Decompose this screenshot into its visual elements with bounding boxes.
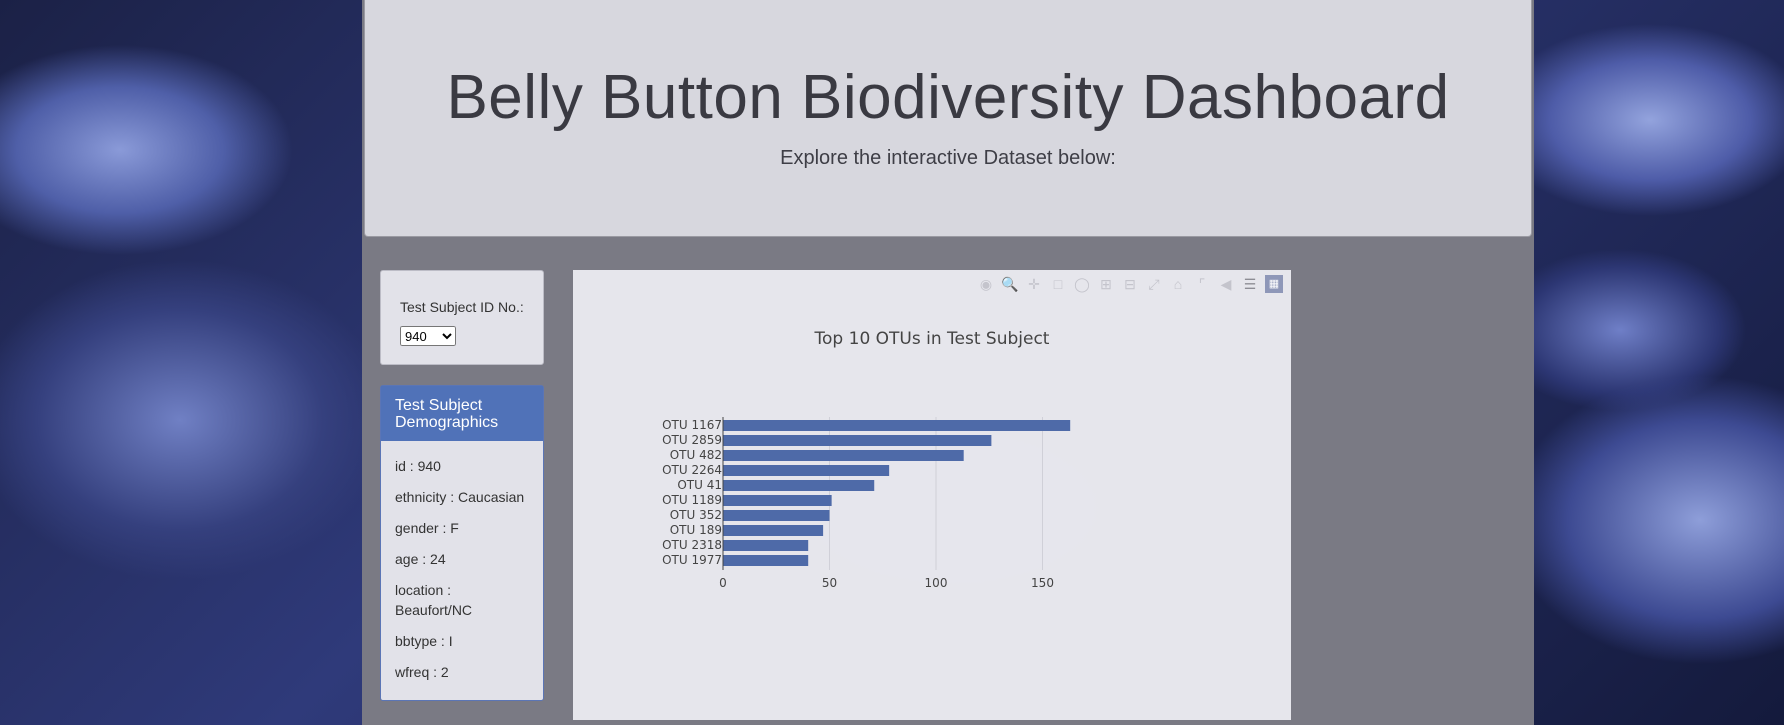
chart-bar <box>723 540 809 551</box>
demographic-id: id : 940 <box>395 458 441 474</box>
demographic-ethnicity: ethnicity : Caucasian <box>395 489 525 505</box>
hover-closest-icon[interactable]: ◀ <box>1220 276 1232 292</box>
chart-bar <box>723 555 809 566</box>
y-tick-label: OTU 2264 <box>662 463 722 477</box>
demographic-age: age : 24 <box>395 551 446 567</box>
chart-bar <box>723 495 832 506</box>
box-select-icon[interactable]: □ <box>1053 276 1063 292</box>
pan-icon[interactable]: ✛ <box>1028 276 1040 292</box>
x-tick-label: 150 <box>1031 576 1054 590</box>
plot-modebar: ◉ 🔍 ✛ □ ◯ ⊞ ⊟ ⤢ ⌂ ⌜ ◀ ☰ ▦ <box>977 275 1283 293</box>
demographic-gender: gender : F <box>395 520 459 536</box>
spike-lines-icon[interactable]: ⌜ <box>1198 276 1206 292</box>
chart-bar <box>723 510 830 521</box>
y-tick-label: OTU 352 <box>670 508 722 522</box>
zoom-in-icon[interactable]: ⊞ <box>1100 276 1112 292</box>
lasso-icon[interactable]: ◯ <box>1074 276 1090 292</box>
page-title: Belly Button Biodiversity Dashboard <box>446 63 1450 132</box>
y-tick-label: OTU 41 <box>677 478 722 492</box>
chart-bar <box>723 480 875 491</box>
y-tick-label: OTU 1189 <box>662 493 722 507</box>
chart-bar <box>723 435 992 446</box>
chart-bar <box>723 450 964 461</box>
chart-title: Top 10 OTUs in Test Subject <box>814 329 1050 349</box>
zoom-out-icon[interactable]: ⊟ <box>1124 276 1136 292</box>
chart-bar <box>723 420 1071 431</box>
y-tick-label: OTU 2318 <box>662 538 722 552</box>
chart-bar <box>723 525 824 536</box>
x-tick-label: 100 <box>925 576 948 590</box>
hover-compare-icon[interactable]: ☰ <box>1243 276 1257 292</box>
subject-selector-panel: Test Subject ID No.: 940 <box>380 270 544 365</box>
demographics-heading: Test Subject Demographics <box>381 386 543 441</box>
reset-axes-icon[interactable]: ⌂ <box>1173 276 1183 292</box>
y-tick-label: OTU 1977 <box>662 553 722 567</box>
camera-icon[interactable]: ◉ <box>979 276 993 292</box>
subject-id-label: Test Subject ID No.: <box>400 299 524 315</box>
page-subtitle: Explore the interactive Dataset below: <box>780 147 1116 169</box>
bar-chart-panel: ◉ 🔍 ✛ □ ◯ ⊞ ⊟ ⤢ ⌂ ⌜ ◀ ☰ ▦ Top 10 OTUs in… <box>573 270 1291 720</box>
demographics-panel: Test Subject Demographics id : 940 ethni… <box>380 385 544 701</box>
chart-bar <box>723 465 890 476</box>
y-tick-label: OTU 482 <box>670 448 722 462</box>
demographic-wfreq: wfreq : 2 <box>395 664 449 680</box>
zoom-icon[interactable]: 🔍 <box>1001 276 1019 292</box>
x-tick-label: 0 <box>719 576 727 590</box>
plotly-logo-icon[interactable]: ▦ <box>1265 275 1283 293</box>
y-tick-label: OTU 2859 <box>662 433 722 447</box>
x-tick-label: 50 <box>822 576 837 590</box>
demographic-location: location : Beaufort/NC <box>395 582 473 618</box>
y-tick-label: OTU 1167 <box>662 418 722 432</box>
autoscale-icon[interactable]: ⤢ <box>1148 276 1160 292</box>
header-banner: Belly Button Biodiversity Dashboard Expl… <box>364 0 1532 237</box>
y-tick-label: OTU 189 <box>670 523 722 537</box>
demographics-list: id : 940 ethnicity : Caucasian gender : … <box>381 441 543 682</box>
subject-id-dropdown[interactable]: 940 <box>400 326 456 346</box>
demographic-bbtype: bbtype : I <box>395 633 453 649</box>
